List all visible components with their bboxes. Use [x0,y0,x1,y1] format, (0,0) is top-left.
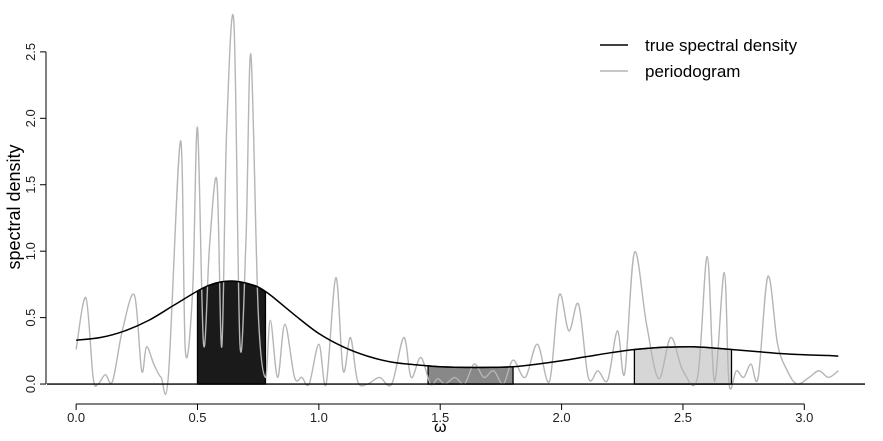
series-line-true-density [76,280,839,369]
x-tick-label: 3.0 [795,410,813,425]
x-tick-label: 0.5 [188,410,206,425]
legend-label-periodogram: periodogram [645,62,740,81]
x-axis-title: ω [434,419,447,436]
legend-label-true-density: true spectral density [645,36,798,55]
series-line-periodogram [75,13,839,396]
x-tick-label: 1.5 [431,410,449,425]
y-tick-label: 1.5 [23,176,38,194]
x-tick-label: 2.0 [553,410,571,425]
x-tick-label: 2.5 [674,410,692,425]
x-tick-label: 1.0 [310,410,328,425]
x-tick-label: 0.0 [67,410,85,425]
y-axis-title: spectral density [4,144,24,269]
axes: 0.0 0.5 1.0 1.5 2.0 2.5 3.0 0.0 0.5 1.0 1.5 2.0 2.5 [23,43,813,425]
y-tick-label: 0.0 [23,375,38,393]
series-layer [75,13,839,396]
y-tick-label: 1.0 [23,242,38,260]
legend: true spectral density periodogram [600,36,798,81]
y-tick-label: 2.0 [23,109,38,127]
y-tick-label: 2.5 [23,43,38,61]
shaded-bands [196,280,733,385]
y-tick-label: 0.5 [23,309,38,327]
